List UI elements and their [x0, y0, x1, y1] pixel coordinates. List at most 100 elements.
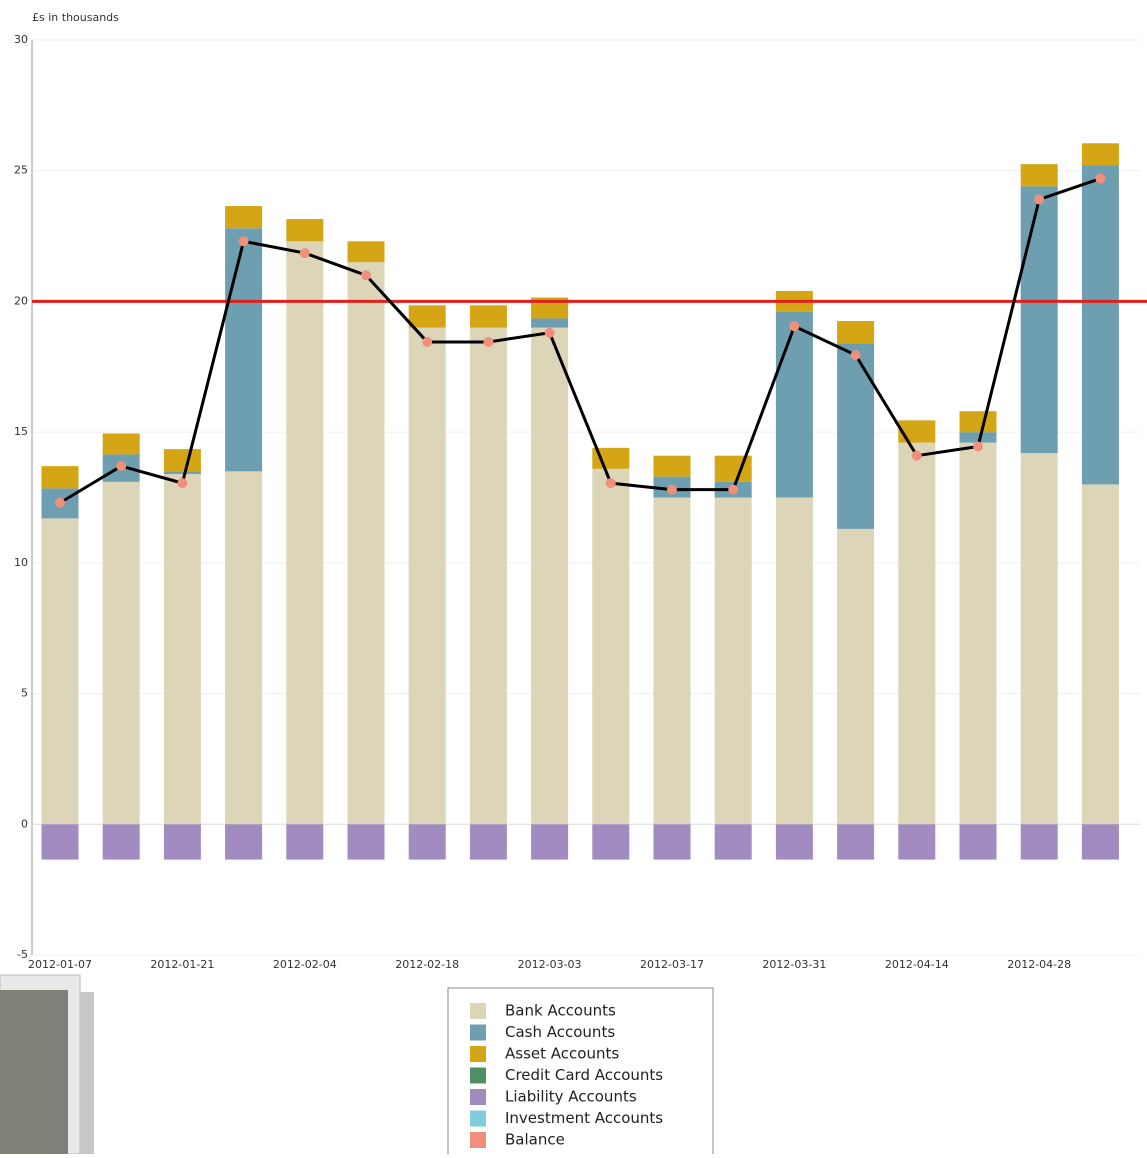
legend-label: Cash Accounts: [505, 1023, 615, 1041]
bar-segment: [225, 228, 263, 472]
bar-segment: [531, 327, 569, 825]
balance-point: [667, 484, 677, 495]
legend-swatch: [470, 1110, 486, 1127]
x-tick-label: 2012-01-21: [150, 958, 214, 971]
bar-segment: [469, 305, 507, 328]
bar-segment: [225, 824, 263, 860]
bar-segment: [286, 824, 324, 860]
bar-segment: [286, 241, 324, 825]
bar-segment: [1081, 143, 1119, 166]
bar-segment: [959, 824, 997, 860]
y-tick-label: -5: [17, 948, 28, 961]
bar-segment: [1081, 824, 1119, 860]
bar-segment: [959, 411, 997, 433]
y-axis-title: £s in thousands: [32, 11, 119, 24]
bar-segment: [1020, 186, 1058, 454]
legend-label: Balance: [505, 1131, 565, 1149]
bar-segment: [775, 311, 813, 498]
bar-segment: [163, 473, 201, 825]
y-tick-label: 25: [14, 164, 28, 177]
x-tick-label: 2012-03-31: [762, 958, 826, 971]
x-tick-label: 2012-02-18: [395, 958, 459, 971]
legend-swatch: [470, 1132, 486, 1148]
bar-segment: [163, 824, 201, 860]
legend-swatch: [470, 1067, 486, 1084]
bar-segment: [1081, 484, 1119, 825]
x-tick-label: 2012-03-03: [518, 958, 582, 971]
bar-segment: [102, 824, 140, 860]
y-tick-label: 20: [14, 294, 28, 307]
y-tick-label: 30: [14, 33, 28, 46]
bar-segment: [408, 305, 446, 328]
balance-point: [483, 336, 494, 347]
bar-segment: [225, 206, 263, 229]
bar-segment: [592, 824, 630, 860]
bar-segment: [531, 318, 569, 328]
balance-point: [728, 484, 739, 495]
bar-segment: [347, 241, 385, 263]
bar-segment: [347, 824, 385, 860]
bar-segment: [408, 327, 446, 825]
legend-label: Bank Accounts: [505, 1002, 616, 1020]
x-tick-label: 2012-03-17: [640, 958, 704, 971]
thumbnail-image: [0, 990, 68, 1154]
bar-segment: [1081, 165, 1119, 485]
bar-segment: [41, 466, 79, 489]
bar-segment: [653, 824, 691, 860]
legend-label: Investment Accounts: [505, 1109, 663, 1127]
balance-point: [1034, 194, 1045, 205]
bar-segment: [653, 455, 691, 477]
balance-point: [55, 497, 65, 508]
balance-point: [361, 270, 371, 281]
balance-point: [544, 327, 555, 338]
bar-segment: [1020, 164, 1058, 187]
bar-segment: [347, 262, 385, 825]
x-tick-label: 2012-02-04: [273, 958, 337, 971]
balance-point: [1095, 173, 1106, 184]
balance-point: [789, 321, 800, 332]
y-tick-label: 10: [14, 556, 28, 569]
bar-segment: [898, 420, 936, 443]
bar-segment: [837, 321, 875, 344]
x-tick-label: 2012-04-14: [885, 958, 949, 971]
bar-segment: [41, 824, 79, 860]
balance-point: [238, 236, 249, 247]
bar-segment: [102, 433, 140, 455]
bar-segment: [592, 468, 630, 825]
balance-point: [422, 336, 433, 347]
bar-segment: [653, 497, 691, 825]
bar-segment: [1020, 453, 1058, 825]
bar-segment: [531, 824, 569, 860]
bar-segment: [898, 442, 936, 825]
legend-swatch: [470, 1089, 486, 1105]
legend-swatch: [470, 1003, 486, 1019]
balance-point: [605, 478, 616, 489]
y-tick-label: 0: [21, 817, 28, 830]
balance-point: [973, 441, 983, 452]
bar-segment: [837, 343, 875, 529]
bar-segment: [102, 481, 140, 825]
balance-point: [299, 248, 310, 259]
legend-label: Liability Accounts: [505, 1088, 637, 1106]
legend-label: Asset Accounts: [505, 1045, 619, 1063]
balance-point: [116, 461, 127, 472]
legend-swatch: [470, 1046, 486, 1062]
thumbnail-shadow: [80, 992, 94, 1154]
bar-segment: [837, 528, 875, 825]
legend: Bank Accounts Cash Accounts Asset Accounts…: [447, 987, 714, 1158]
bar-segment: [775, 497, 813, 825]
legend-swatch: [470, 1024, 486, 1041]
legend-box: [447, 987, 714, 1158]
bar-segment: [775, 824, 813, 860]
y-tick-label: 15: [14, 425, 28, 438]
bar-segment: [163, 471, 201, 474]
bar-segment: [469, 327, 507, 825]
x-tick-label: 2012-01-07: [28, 958, 92, 971]
bar-segment: [408, 824, 446, 860]
bar-segment: [898, 824, 936, 860]
bar-segment: [714, 455, 752, 482]
balance-line: [59, 177, 1101, 505]
bar-segment: [163, 449, 201, 472]
